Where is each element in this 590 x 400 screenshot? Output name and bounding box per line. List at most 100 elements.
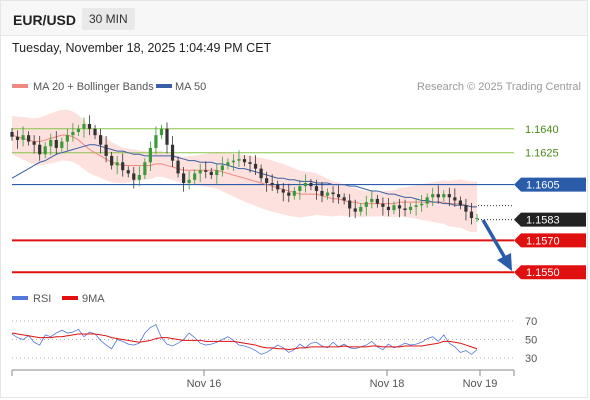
candle-body	[98, 135, 103, 145]
candle	[403, 199, 407, 217]
candle	[104, 135, 108, 163]
candle-body	[464, 205, 468, 212]
candle-body	[121, 162, 125, 171]
forecast-arrow-head	[497, 253, 512, 271]
candle	[76, 124, 81, 136]
rsi-ma-line	[11, 332, 478, 351]
candle-body	[353, 208, 357, 212]
candle	[110, 151, 114, 170]
candle	[392, 201, 396, 215]
candle-body	[159, 128, 164, 136]
candle-body	[408, 206, 413, 211]
candle	[115, 155, 119, 175]
candle	[215, 163, 219, 184]
candle	[320, 182, 324, 203]
rsi-ma-legend-swatch	[62, 296, 78, 300]
candle-body	[447, 194, 451, 198]
candle-body	[187, 179, 191, 183]
rsi-legend-label: RSI	[33, 293, 51, 305]
level-1-1605-label: 1.1605	[526, 180, 560, 192]
level-1-1640-label: 1.1640	[525, 124, 559, 136]
candle	[436, 185, 440, 204]
level-1-1550-tag	[514, 265, 586, 280]
candle	[27, 131, 31, 146]
candle	[43, 142, 47, 159]
candle	[242, 155, 247, 167]
rsi-tick-70: 70	[525, 316, 537, 328]
candle-body	[292, 190, 296, 196]
candle-body	[420, 203, 424, 206]
candle-body	[431, 194, 435, 198]
x-tick-label: Nov 16	[187, 378, 222, 390]
candle	[187, 171, 191, 190]
candle	[15, 130, 20, 149]
candle-body	[93, 128, 97, 136]
candle-body	[276, 184, 280, 190]
copyright-text: Research © 2025 Trading Central	[417, 81, 581, 93]
candle	[469, 202, 474, 225]
candle-body	[132, 173, 136, 180]
candle-body	[237, 159, 241, 161]
candle-body	[320, 190, 324, 196]
candle-body	[242, 159, 247, 163]
candle-body	[386, 206, 391, 211]
candle	[375, 194, 379, 208]
candle-body	[331, 192, 335, 195]
candle-body	[15, 136, 20, 140]
candle-body	[259, 168, 263, 179]
candle-body	[137, 175, 141, 180]
x-tick-label: Nov 19	[463, 378, 498, 390]
candle-body	[49, 139, 53, 147]
candle	[87, 115, 92, 136]
candles	[10, 115, 479, 225]
candle-body	[314, 186, 319, 191]
candle-body	[110, 155, 114, 166]
candle	[82, 117, 86, 138]
candle-body	[32, 141, 36, 145]
candle	[353, 199, 357, 219]
candle	[348, 194, 352, 218]
candle	[132, 167, 136, 189]
candle	[281, 182, 285, 202]
level-1-1570-tag	[514, 233, 586, 248]
candle	[408, 202, 413, 215]
symbol-title: EUR/USD	[13, 12, 77, 28]
candle	[453, 188, 457, 207]
candle	[143, 158, 147, 179]
candle	[159, 124, 164, 140]
candle-body	[220, 165, 224, 171]
candle	[458, 196, 462, 210]
chart-datetime: Tuesday, November 18, 2025 1:04:49 PM CE…	[12, 41, 272, 55]
candle-body	[71, 131, 75, 136]
candle-body	[458, 200, 462, 206]
candle-body	[303, 182, 307, 187]
candle	[176, 156, 180, 178]
candle-body	[209, 171, 213, 176]
ma50-legend-label: MA 50	[175, 81, 206, 93]
candle	[292, 186, 296, 200]
candle-body	[27, 135, 31, 142]
candle	[38, 135, 42, 161]
candle-body	[342, 197, 346, 201]
rsi-tick-30: 30	[525, 353, 537, 365]
ma20-legend-label: MA 20 + Bollinger Bands	[33, 81, 154, 93]
candle-body	[325, 192, 330, 196]
candle-body	[176, 160, 180, 174]
bollinger-band	[12, 109, 477, 233]
candle	[259, 164, 263, 183]
candle	[331, 186, 335, 203]
candle	[121, 153, 125, 177]
candle	[237, 150, 241, 168]
candle-body	[21, 135, 25, 140]
candle-body	[469, 211, 474, 219]
rsi-ma-legend-label: 9MA	[82, 293, 105, 305]
rsi-legend-swatch	[12, 296, 28, 300]
candle	[204, 161, 208, 179]
candle	[248, 155, 252, 173]
timeframe-button[interactable]: 30 MIN	[82, 8, 135, 30]
candle	[10, 128, 14, 141]
candle-body	[442, 194, 446, 198]
candle-body	[143, 162, 147, 176]
candle-body	[193, 173, 197, 180]
candle	[431, 187, 435, 207]
